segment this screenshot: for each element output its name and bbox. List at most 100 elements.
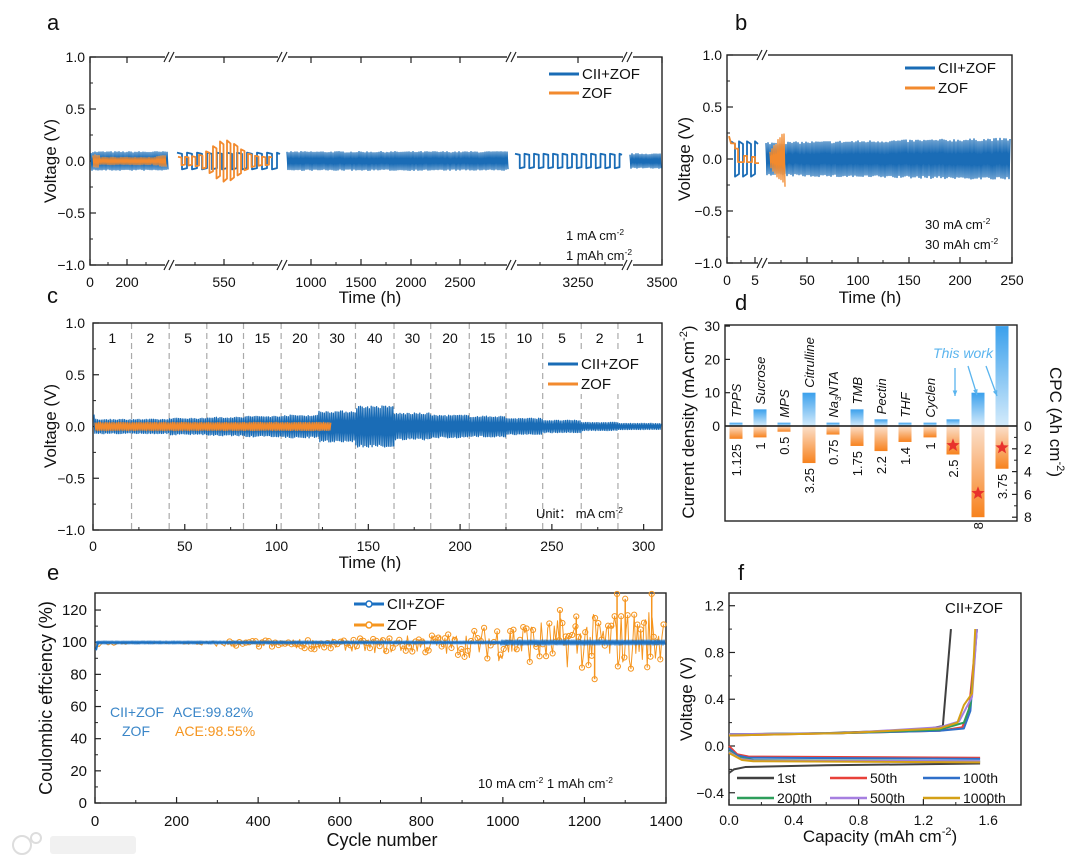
panel-a-data [90, 139, 662, 183]
y-tick-label: −1.0 [57, 257, 85, 273]
additive-name-label: TMB [850, 377, 865, 405]
x-tick-label: 250 [1000, 272, 1024, 288]
axis-break-gap [278, 262, 288, 268]
cpc-value-label: 1 [923, 442, 938, 449]
x-tick-label: 300 [632, 538, 656, 554]
zof-marker [569, 631, 576, 639]
x-tick-label: 200 [115, 274, 139, 290]
cpc-bar [777, 426, 791, 432]
condition-annotation-part: 1 mAh cm [543, 776, 605, 791]
zof-marker [308, 645, 315, 652]
y-tick-label-left: 30 [704, 318, 720, 334]
additive-name-label-part: TMB [850, 377, 865, 405]
rate-label: 10 [217, 330, 233, 346]
y-tick-label: 0.0 [66, 419, 86, 435]
x-tick-label: 1.6 [978, 812, 998, 828]
cii-zof-trace [286, 150, 509, 172]
y-tick-label: 120 [62, 602, 87, 619]
cii-zof-trace [765, 137, 1011, 180]
legend-label-cii-zof: CII+ZOF [387, 596, 445, 613]
cpc-value-label: 0.5 [777, 437, 792, 455]
y-axis-label: Voltage (V) [677, 657, 696, 741]
rate-label: 30 [405, 330, 421, 346]
zof-marker [624, 612, 631, 619]
arrow-head-icon [992, 390, 998, 396]
legend-label-zof: ZOF [938, 80, 968, 97]
zof-marker [648, 590, 655, 598]
zof-marker [562, 633, 569, 640]
additive-name-label: Na3NTA [826, 371, 843, 417]
y-axis-label: Voltage (V) [41, 119, 60, 203]
y-axis-label: Coulombic effciency (%) [36, 601, 56, 795]
capacity-annotation-part: 1 mAh cm [566, 248, 625, 263]
y-tick-label: 60 [70, 699, 87, 716]
x-tick-label: 1000 [295, 274, 326, 290]
x-tick-label: 50 [177, 538, 193, 554]
current-density-bar [850, 409, 864, 426]
zof-marker [464, 647, 471, 654]
current-density-bar [874, 419, 888, 426]
zof-marker [604, 622, 612, 629]
axis-break-mark [761, 49, 768, 61]
charge-curve-1000th [728, 629, 977, 737]
star-icon [971, 486, 985, 499]
condition-annotation-part: 10 mA cm [478, 776, 536, 791]
additive-name-label-part: Pectin [874, 378, 889, 414]
zof-marker [435, 634, 442, 641]
y-tick-label: −0.5 [57, 205, 85, 221]
x-tick-label: 400 [246, 813, 271, 830]
additive-name-label-part: MPS [777, 389, 792, 418]
cpc-value-label: 3.25 [802, 468, 817, 493]
current-density-bar [777, 422, 791, 426]
rate-label: 2 [596, 330, 604, 346]
zof-marker [529, 626, 537, 634]
star-icon [995, 440, 1009, 454]
axis-break-mark [163, 259, 170, 271]
charge-curve-1st [728, 629, 952, 736]
watermark-logo-icon [12, 835, 32, 855]
legend-label-50th: 50th [870, 770, 897, 786]
current-density-annotation-part: 30 mA cm [925, 217, 983, 232]
axis-break-mark [505, 51, 512, 63]
legend-label-zof: ZOF [387, 617, 417, 634]
axis-break-gap [278, 54, 288, 60]
cii-zof-trace [93, 405, 662, 448]
capacity-annotation: 1 mAh cm-2 [566, 247, 632, 263]
additive-name-label: THF [898, 391, 913, 417]
ace-value-cii-zof: ACE:99.82% [173, 704, 253, 720]
additive-name-label-part: Sucrose [753, 357, 768, 405]
additive-name-label-part: 3 [833, 396, 843, 401]
axis-break-mark [276, 259, 283, 271]
zof-marker [461, 653, 468, 660]
x-tick-label: 250 [540, 538, 564, 554]
capacity-annotation-part: -2 [625, 247, 633, 257]
y-tick-label: 0.5 [66, 101, 86, 117]
y-tick-label-left: 10 [704, 385, 720, 401]
current-density-bar [729, 422, 743, 426]
cpc-value-label: 1.125 [729, 444, 744, 477]
zof-marker [402, 647, 409, 654]
panel-b-data [728, 133, 1011, 187]
axis-break-mark [510, 51, 517, 63]
arrow-head-icon [952, 390, 958, 396]
zof-marker [542, 653, 550, 660]
panel-title: CII+ZOF [945, 600, 1003, 617]
x-tick-label: 200 [448, 538, 472, 554]
zof-marker [627, 665, 635, 672]
zof-marker [389, 644, 396, 651]
zof-marker [422, 649, 429, 656]
zof-marker [497, 651, 504, 658]
x-tick-label: 0.4 [784, 812, 804, 828]
x-tick-label: 0 [89, 538, 97, 554]
y-axis-label-right-part: -2 [1054, 461, 1066, 471]
current-density-annotation-part: -2 [983, 216, 991, 226]
x-axis-label-part: Capacity (mAh cm [803, 827, 942, 846]
x-tick-label: 2500 [444, 274, 475, 290]
cii-zof-trace [95, 641, 99, 651]
cpc-value-label: 1 [753, 442, 768, 449]
y-axis-label-left-part: -2 [678, 331, 690, 341]
zof-marker [445, 631, 452, 638]
axis-break-gap [165, 262, 175, 268]
discharge-curve-100th [728, 747, 981, 760]
charge-curve-100th [728, 629, 978, 736]
